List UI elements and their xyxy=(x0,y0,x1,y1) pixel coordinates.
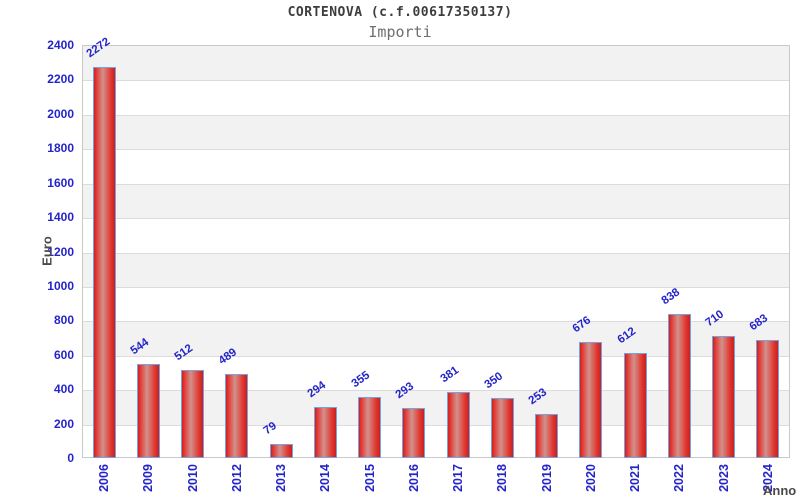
bar-2024 xyxy=(756,340,780,458)
plot-band xyxy=(83,80,789,114)
x-axis-tick-label: 2014 xyxy=(318,464,333,492)
x-axis-tick-label: 2009 xyxy=(141,464,156,492)
y-axis-tick-label: 2200 xyxy=(47,72,74,87)
bar-2019 xyxy=(535,414,559,458)
gridline xyxy=(83,321,789,323)
y-axis-tick-label: 200 xyxy=(53,416,74,431)
gridline xyxy=(83,390,789,392)
bar-2014 xyxy=(313,407,337,458)
gridline xyxy=(83,424,789,426)
x-axis-tick-label: 2020 xyxy=(583,464,598,492)
y-axis-tick-label: 1000 xyxy=(47,278,74,293)
y-axis-tick-label: 1200 xyxy=(47,244,74,259)
x-axis-tick-label: 2023 xyxy=(716,464,731,492)
bar-2020 xyxy=(579,341,603,458)
bar-2021 xyxy=(623,352,647,458)
x-axis-tick-label: 2019 xyxy=(539,464,554,492)
gridline xyxy=(83,114,789,116)
x-axis-tick-label: 2012 xyxy=(229,464,244,492)
bar-2012 xyxy=(225,373,249,458)
bar-2010 xyxy=(181,369,205,458)
plot-area xyxy=(82,45,790,458)
x-axis-tick-label: 2006 xyxy=(97,464,112,492)
y-axis-tick-label: 400 xyxy=(53,382,74,397)
y-axis-title: Euro xyxy=(39,236,55,266)
bar-2022 xyxy=(667,313,691,458)
x-axis-tick-label: 2010 xyxy=(185,464,200,492)
plot-band xyxy=(83,46,789,81)
plot-band xyxy=(83,183,789,219)
bar-2015 xyxy=(358,396,382,458)
bar-2018 xyxy=(490,397,514,458)
x-axis-tick-label: 2013 xyxy=(274,464,289,492)
gridline xyxy=(83,80,789,82)
bar-2013 xyxy=(269,444,293,458)
plot-band xyxy=(83,149,789,183)
plot-band xyxy=(83,252,789,287)
y-axis-tick-label: 1800 xyxy=(47,141,74,156)
x-axis-tick-label: 2016 xyxy=(406,464,421,492)
x-axis-tick-label: 2022 xyxy=(672,464,687,492)
gridline xyxy=(83,355,789,357)
x-axis-tick-label: 2021 xyxy=(628,464,643,492)
gridline xyxy=(83,252,789,254)
y-axis-tick-label: 2000 xyxy=(47,106,74,121)
gridline xyxy=(83,218,789,220)
bar-2023 xyxy=(712,335,736,458)
plot-band xyxy=(83,114,789,150)
chart-title: CORTENOVA (c.f.00617350137) xyxy=(287,5,513,20)
bar-2006 xyxy=(92,67,116,458)
gridline xyxy=(83,183,789,185)
y-axis-tick-label: 0 xyxy=(67,451,74,465)
x-axis-tick-label: 2015 xyxy=(362,464,377,492)
plot-band xyxy=(83,218,789,252)
chart-subtitle: Importi xyxy=(368,23,432,41)
gridline xyxy=(83,149,789,151)
y-axis-tick-label: 1600 xyxy=(47,175,74,190)
y-axis-tick-label: 800 xyxy=(53,313,74,328)
x-axis-tick-label: 2018 xyxy=(495,464,510,492)
y-axis-tick-label: 1400 xyxy=(47,210,74,225)
x-axis-tick-label: 2017 xyxy=(451,464,466,492)
x-axis-title: Anno xyxy=(763,483,797,498)
y-axis-tick-label: 600 xyxy=(53,347,74,362)
gridline xyxy=(83,286,789,288)
y-axis-tick-label: 2400 xyxy=(47,38,74,52)
bar-2016 xyxy=(402,407,426,458)
bar-2009 xyxy=(136,364,160,458)
bar-2017 xyxy=(446,392,470,458)
